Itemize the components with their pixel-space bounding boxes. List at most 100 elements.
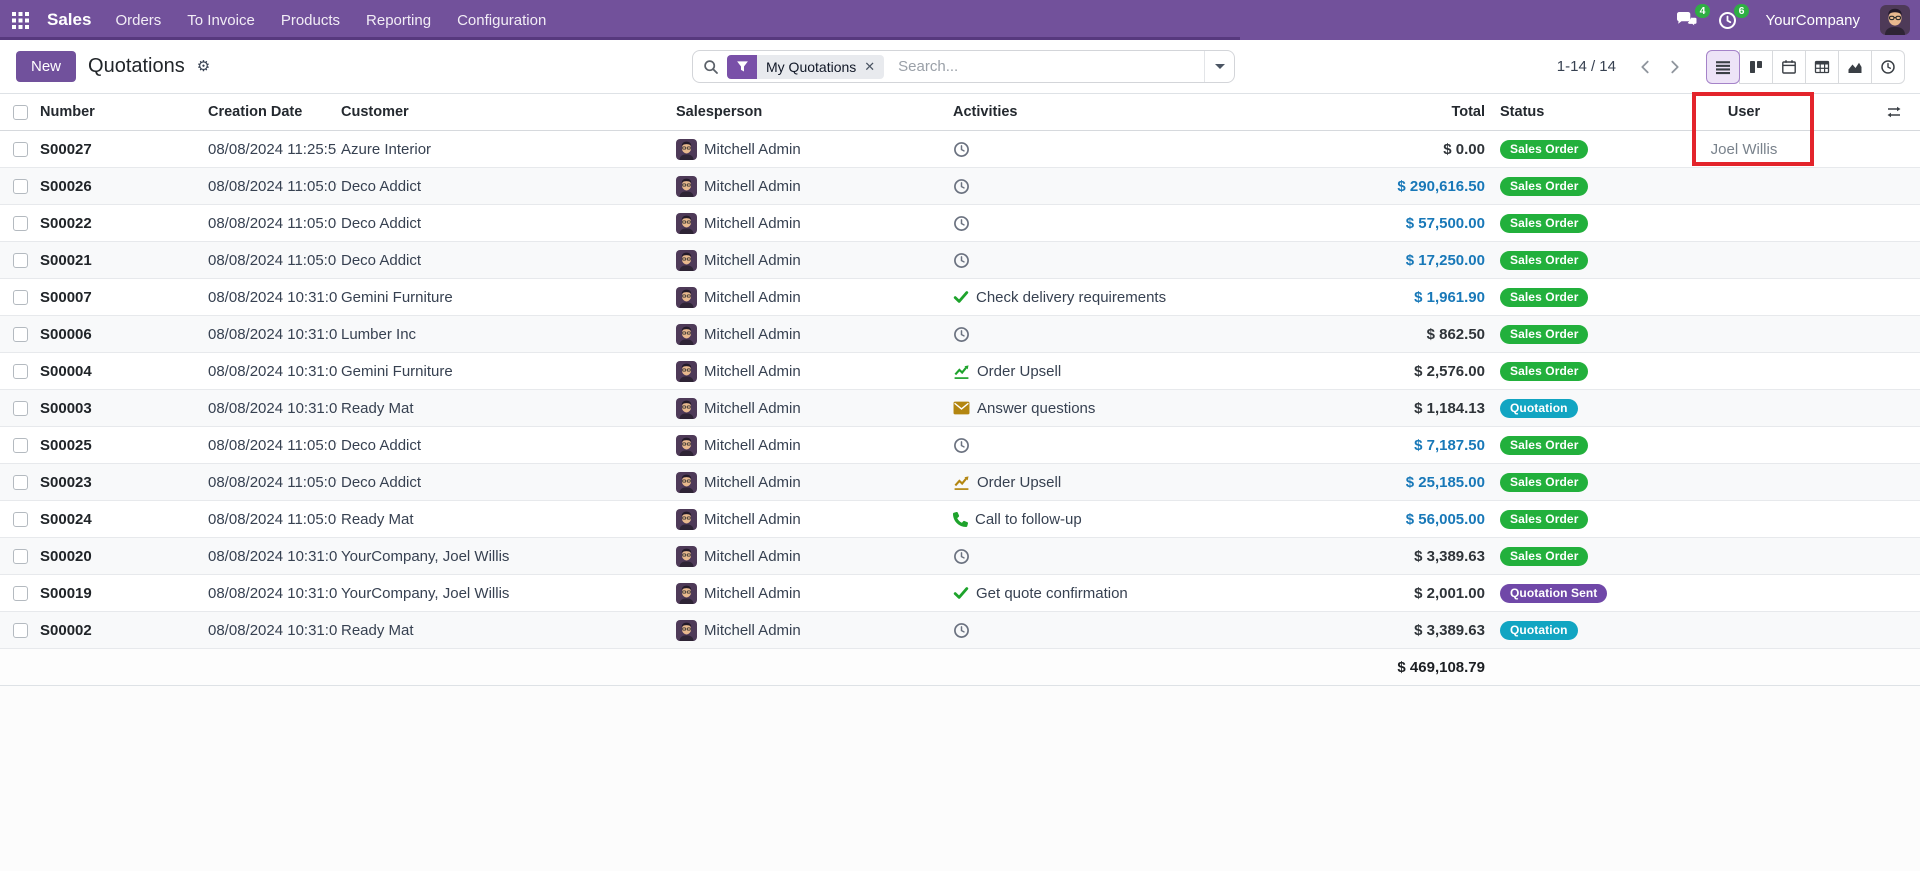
search-dropdown-toggle[interactable] [1204,51,1234,82]
activity-cell[interactable]: Get quote confirmation [949,585,1396,602]
activity-cell[interactable] [949,215,1396,232]
clock-icon[interactable] [953,215,970,232]
row-checkbox[interactable] [12,252,28,268]
column-header-total[interactable]: Total [1451,104,1485,120]
check-icon[interactable] [953,585,969,601]
activity-cell[interactable] [949,252,1396,269]
search-bar[interactable]: My Quotations ✕ [692,50,1235,83]
clock-icon[interactable] [953,548,970,565]
table-row[interactable]: S00025 08/08/2024 11:05:09 Deco Addict M… [0,427,1920,464]
clock-icon[interactable] [953,252,970,269]
search-input[interactable] [896,57,1204,76]
status-badge: Sales Order [1500,361,1589,381]
table-row[interactable]: S00004 08/08/2024 10:31:09 Gemini Furnit… [0,353,1920,390]
row-checkbox[interactable] [12,178,28,194]
envelope-icon[interactable] [953,401,970,415]
view-activity-button[interactable] [1871,49,1905,84]
check-icon[interactable] [953,289,969,305]
activities-icon[interactable]: 6 [1718,3,1750,30]
total-amount: $ 862.50 [1426,325,1485,343]
view-kanban-button[interactable] [1739,49,1773,84]
row-checkbox[interactable] [12,548,28,564]
menu-item-orders[interactable]: Orders [115,11,162,29]
table-row[interactable]: S00023 08/08/2024 11:05:09 Deco Addict M… [0,464,1920,501]
column-header-customer[interactable]: Customer [341,104,409,120]
row-checkbox[interactable] [12,511,28,527]
view-list-button[interactable] [1706,49,1740,84]
row-checkbox[interactable] [12,363,28,379]
menu-item-reporting[interactable]: Reporting [366,11,432,29]
activity-cell[interactable]: Call to follow-up [949,511,1396,528]
facet-remove-icon[interactable]: ✕ [864,59,876,74]
customer-name: Ready Mat [341,399,414,417]
activity-cell[interactable]: Order Upsell [949,474,1396,491]
clock-icon[interactable] [953,437,970,454]
salesperson-name: Mitchell Admin [704,547,801,565]
table-row[interactable]: S00007 08/08/2024 10:31:09 Gemini Furnit… [0,279,1920,316]
column-header-creation-date[interactable]: Creation Date [208,104,303,120]
clock-icon[interactable] [953,178,970,195]
messages-icon[interactable]: 4 [1676,4,1711,29]
row-checkbox[interactable] [12,215,28,231]
row-checkbox[interactable] [12,289,28,305]
select-all-checkbox[interactable] [12,104,28,120]
actions-gear-icon[interactable]: ⚙︎ [196,58,211,75]
row-checkbox[interactable] [12,400,28,416]
row-checkbox[interactable] [12,622,28,638]
company-switcher[interactable]: YourCompany [1765,11,1860,29]
row-checkbox[interactable] [12,585,28,601]
table-row[interactable]: S00024 08/08/2024 11:05:09 Ready Mat Mit… [0,501,1920,538]
activity-cell[interactable] [949,326,1396,343]
pager-next-button[interactable] [1660,52,1690,82]
activity-cell[interactable]: Check delivery requirements [949,289,1396,306]
table-row[interactable]: S00003 08/08/2024 10:31:09 Ready Mat Mit… [0,390,1920,427]
optional-columns-icon[interactable] [1886,104,1902,120]
table-row[interactable]: S00020 08/08/2024 10:31:09 YourCompany, … [0,538,1920,575]
column-header-number[interactable]: Number [40,104,95,120]
activity-cell[interactable]: Order Upsell [949,363,1396,380]
activity-cell[interactable] [949,178,1396,195]
row-checkbox[interactable] [12,326,28,342]
clock-icon[interactable] [953,622,970,639]
search-facet[interactable]: My Quotations ✕ [727,54,885,79]
menu-item-configuration[interactable]: Configuration [457,11,547,29]
table-row[interactable]: S00022 08/08/2024 11:05:06 Deco Addict M… [0,205,1920,242]
activity-cell[interactable]: Answer questions [949,400,1396,417]
table-row[interactable]: S00026 08/08/2024 11:05:09 Deco Addict M… [0,168,1920,205]
activity-cell[interactable] [949,437,1396,454]
customer-name: Gemini Furniture [341,288,453,306]
table-row[interactable]: S00021 08/08/2024 11:05:06 Deco Addict M… [0,242,1920,279]
apps-grid-icon[interactable] [12,11,29,29]
menu-item-products[interactable]: Products [280,11,341,29]
column-header-activities[interactable]: Activities [953,104,1018,120]
column-header-salesperson[interactable]: Salesperson [676,104,763,120]
clock-icon[interactable] [953,141,970,158]
new-button[interactable]: New [16,51,77,82]
table-row[interactable]: S00019 08/08/2024 10:31:09 YourCompany, … [0,575,1920,612]
activity-cell[interactable] [949,622,1396,639]
creation-date: 08/08/2024 10:31:09 [208,325,337,343]
activity-cell[interactable] [949,141,1396,158]
pager-previous-button[interactable] [1630,52,1660,82]
table-row[interactable]: S00006 08/08/2024 10:31:09 Lumber Inc Mi… [0,316,1920,353]
row-checkbox[interactable] [12,437,28,453]
user-avatar[interactable] [1880,5,1910,35]
row-checkbox[interactable] [12,141,28,157]
view-graph-button[interactable] [1838,49,1872,84]
phone-icon[interactable] [953,511,968,527]
clock-icon[interactable] [953,326,970,343]
table-row[interactable]: S00002 08/08/2024 10:31:09 Ready Mat Mit… [0,612,1920,649]
view-calendar-button[interactable] [1772,49,1806,84]
table-row[interactable]: S00027 08/08/2024 11:25:52 Azure Interio… [0,131,1920,168]
column-header-status[interactable]: Status [1500,104,1545,120]
menu-item-to-invoice[interactable]: To Invoice [187,11,255,29]
line-chart-icon[interactable] [953,474,970,491]
creation-date: 08/08/2024 10:31:09 [208,547,337,565]
row-checkbox[interactable] [12,474,28,490]
view-pivot-button[interactable] [1805,49,1839,84]
activity-cell[interactable] [949,548,1396,565]
line-chart-icon[interactable] [953,363,970,380]
control-panel: New Quotations ⚙︎ My Quotations ✕ [0,40,1920,93]
column-header-user[interactable]: User [1727,104,1761,120]
app-name[interactable]: Sales [47,10,92,29]
